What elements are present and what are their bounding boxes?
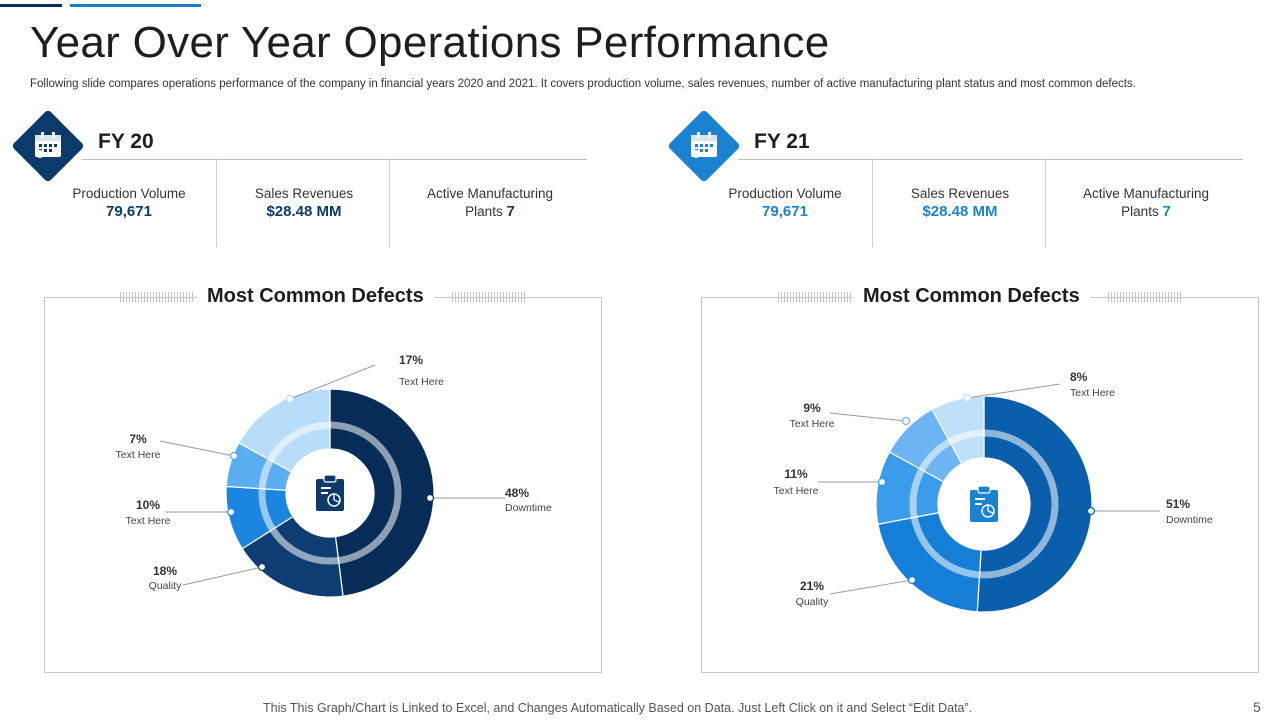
fy21-production-volume: Production Volume 79,671 [728, 186, 842, 220]
fy20-label: FY 20 [98, 130, 154, 153]
leader-dot [901, 416, 911, 426]
leader-dot [877, 477, 887, 487]
data-label-percent: 18% [153, 564, 177, 578]
data-label-percent: 9% [803, 401, 821, 415]
clipboard-pie-lines [333, 494, 340, 503]
donut-slice [238, 388, 331, 473]
accent-bar-light [70, 4, 201, 7]
data-label-percent: 51% [1166, 497, 1190, 511]
clipboard-line [975, 498, 985, 500]
calendar-icon [691, 132, 717, 158]
leader-dot [1086, 506, 1096, 516]
clipboard-line [975, 503, 982, 505]
donut-slice [877, 511, 982, 613]
donut-inner-ring [258, 421, 402, 565]
data-label-category: Text Here [774, 485, 819, 497]
data-label-percent: 48% [505, 486, 529, 500]
decorative-hatch [778, 292, 852, 302]
data-label-category: Text Here [399, 376, 444, 388]
fy20-sales-revenues: Sales Revenues $28.48 MM [254, 186, 354, 220]
data-label-category: Quality [149, 580, 182, 592]
leader-dot [285, 394, 295, 404]
fy21-label: FY 21 [754, 130, 810, 153]
data-label-percent: 17% [399, 353, 423, 367]
donut-slice [931, 395, 985, 465]
clipboard-line [321, 492, 328, 494]
data-label-percent: 21% [800, 579, 824, 593]
data-label-category: Text Here [126, 515, 171, 527]
leader-line [829, 412, 907, 422]
donut-slice [976, 395, 1093, 613]
data-label-category: Quality [796, 596, 829, 608]
fy21-summary: FY 21 Production Volume 79,671 Sales Rev… [667, 109, 1258, 258]
data-label-percent: 7% [129, 432, 147, 446]
leader-line [289, 364, 376, 400]
accent-bar-dark [0, 4, 62, 7]
footer-note: This This Graph/Chart is Linked to Excel… [263, 701, 973, 715]
leader-line [159, 440, 235, 457]
clipboard-clip [977, 485, 991, 494]
clipboard-clip [323, 474, 337, 483]
leader-dot [907, 575, 917, 585]
data-label-percent: 8% [1070, 370, 1088, 384]
page-title: Year Over Year Operations Performance [30, 18, 830, 67]
leader-line [829, 579, 913, 595]
leader-dot [229, 451, 239, 461]
calendar-icon [35, 132, 61, 158]
fy20-production-volume: Production Volume 79,671 [72, 186, 186, 220]
fy21-sales-revenues: Sales Revenues $28.48 MM [910, 186, 1010, 220]
decorative-hatch [1108, 292, 1182, 302]
data-label-category: Downtime [505, 502, 552, 514]
leader-dot [226, 507, 236, 517]
fy21-active-plants: Active Manufacturing Plants 7 [1082, 186, 1210, 220]
leader-dot [257, 562, 267, 572]
data-label-category: Text Here [1070, 387, 1115, 399]
data-label-category: Text Here [116, 449, 161, 461]
leader-dot [425, 493, 435, 503]
page-subtitle: Following slide compares operations perf… [30, 78, 1136, 90]
clipboard-pie-lines [987, 505, 994, 514]
fy21-chart-title: Most Common Defects [853, 285, 1090, 308]
data-label-percent: 11% [784, 467, 808, 481]
data-label-percent: 10% [136, 498, 160, 512]
clipboard-line [321, 487, 331, 489]
data-label-category: Downtime [1166, 514, 1213, 526]
leader-dot [962, 393, 972, 403]
decorative-hatch [452, 292, 526, 302]
decorative-hatch [120, 292, 194, 302]
leader-line [966, 383, 1061, 399]
fy20-active-plants: Active Manufacturing Plants 7 [426, 186, 554, 220]
donut-slice [329, 388, 435, 597]
fy20-chart-title: Most Common Defects [197, 285, 434, 308]
donut-inner-ring [909, 429, 1059, 579]
leader-line [182, 566, 263, 586]
page-number: 5 [1253, 699, 1261, 715]
fy20-summary: FY 20 Production Volume 79,671 Sales Rev… [11, 109, 602, 258]
data-label-category: Text Here [790, 418, 835, 430]
